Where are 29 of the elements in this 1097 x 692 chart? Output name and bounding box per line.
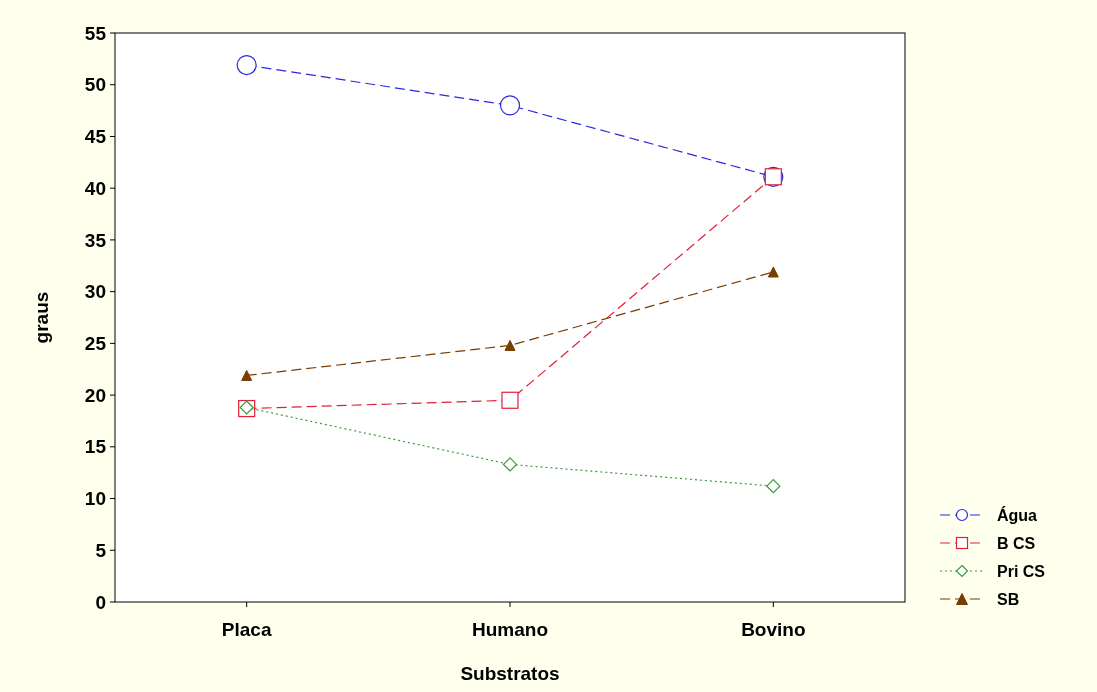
legend-label: Água: [997, 505, 1038, 524]
legend-label: B CS: [997, 534, 1036, 552]
point: [504, 339, 516, 351]
point: [241, 369, 253, 381]
y-tick-label: 35: [84, 229, 107, 251]
point: [501, 391, 519, 409]
x-tick-label: Placa: [221, 619, 272, 640]
y-axis-title: graus: [31, 291, 52, 344]
y-tick-label: 40: [84, 177, 106, 199]
point: [502, 457, 518, 472]
x-tick-label: Humano: [472, 619, 548, 640]
point: [767, 266, 779, 278]
y-tick-label: 55: [84, 22, 107, 44]
point: [499, 95, 521, 116]
y-tick-label: 10: [84, 488, 106, 510]
x-axis-title: Substratos: [460, 663, 560, 684]
y-tick-label: 5: [95, 539, 107, 561]
y-tick-label: 20: [84, 384, 106, 406]
y-tick-label: 45: [84, 126, 107, 148]
y-tick-label: 25: [84, 333, 107, 355]
y-tick-label: 0: [95, 591, 106, 613]
legend-label: Pri CS: [997, 562, 1046, 580]
y-tick-label: 30: [84, 281, 106, 303]
point: [766, 479, 781, 494]
y-tick-label: 15: [84, 436, 107, 458]
legend-label: SB: [997, 590, 1020, 608]
x-tick-label: Bovino: [741, 619, 806, 640]
y-tick-label: 50: [84, 74, 106, 96]
point: [236, 54, 257, 76]
